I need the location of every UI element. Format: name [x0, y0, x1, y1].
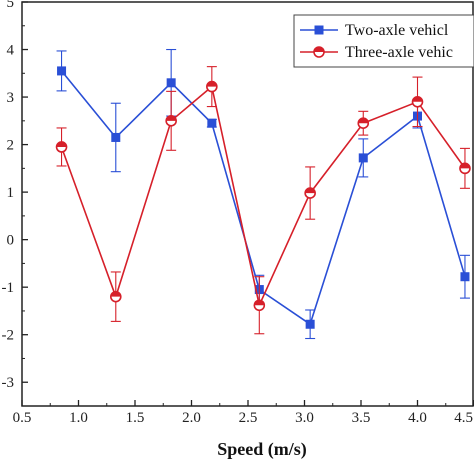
data-point-fill: [254, 300, 265, 306]
legend-label: Two-axle vehicl: [345, 22, 449, 39]
data-point-fill: [110, 291, 121, 297]
data-point-fill: [166, 115, 177, 121]
data-point-fill: [358, 118, 369, 124]
series-line: [60, 85, 466, 308]
data-point: [358, 153, 368, 163]
data-point-fill: [412, 96, 423, 102]
x-tick-label: 2.5: [239, 410, 258, 426]
y-tick-label: 0: [7, 233, 15, 249]
x-tick-label: 4.0: [408, 410, 427, 426]
y-tick-label: 5: [7, 0, 15, 11]
y-tick-label: -2: [2, 328, 15, 344]
x-tick-label: 1.5: [126, 410, 145, 426]
data-point-fill: [206, 81, 217, 87]
x-tick-label: 4.5: [454, 410, 473, 426]
data-point-fill: [305, 188, 316, 194]
data-point: [166, 78, 176, 88]
legend-marker-fill: [314, 47, 324, 52]
y-tick-label: -3: [2, 375, 15, 391]
x-tick-label: 3.5: [352, 410, 371, 426]
data-point: [460, 272, 470, 282]
data-point: [207, 118, 217, 128]
y-tick-label: 2: [7, 138, 15, 154]
legend: Two-axle vehicl Three-axle vehic: [293, 14, 474, 68]
x-tick-label: 3.0: [295, 410, 314, 426]
data-point: [111, 132, 121, 142]
series-layer: [55, 48, 471, 340]
y-tick-label: 4: [7, 43, 15, 59]
data-point: [57, 66, 67, 76]
legend-marker-square: [314, 25, 324, 35]
legend-label: Three-axle vehic: [345, 44, 453, 61]
data-point: [305, 319, 315, 329]
series-2: [55, 66, 471, 335]
legend-box: [293, 14, 474, 68]
axes-layer: 5 4 3 2 1 0 -1 -2 -3 0.5 1.0 1.5 2.0 2.5 3.0 3.5 4.0 4.5: [2, 0, 474, 426]
x-tick-label: 1.0: [69, 410, 88, 426]
x-tick-label: 2.0: [182, 410, 201, 426]
y-tick-label: -1: [2, 280, 15, 296]
data-point-fill: [459, 163, 470, 169]
x-tick-label: 0.5: [13, 410, 32, 426]
y-tick-label: 3: [7, 90, 15, 106]
data-point-fill: [56, 141, 67, 147]
y-tick-label: 1: [7, 185, 15, 201]
x-axis-title: Speed (m/s): [217, 439, 307, 460]
